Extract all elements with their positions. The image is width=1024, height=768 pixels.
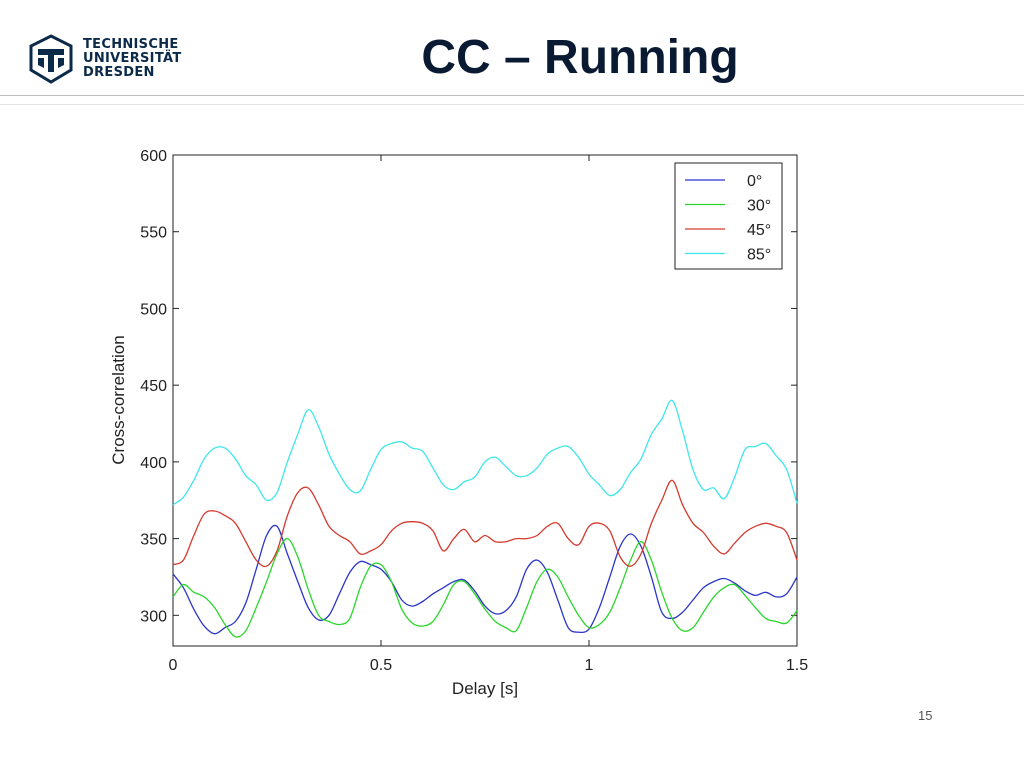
series-line-3 xyxy=(172,399,798,506)
logo-line-1: TECHNISCHE xyxy=(83,37,179,52)
series-line-2 xyxy=(172,479,798,568)
axis-ticks: 0 0.5 1 1.5 300 350 400 450 500 550 600 xyxy=(140,148,808,674)
x-tick-label: 0.5 xyxy=(370,657,392,674)
university-name: TECHNISCHE UNIVERSITÄT DRESDEN xyxy=(83,38,182,80)
header-divider xyxy=(0,95,1024,96)
legend-label-0: 0° xyxy=(747,173,762,190)
university-logo: TECHNISCHE UNIVERSITÄT DRESDEN xyxy=(27,34,182,84)
page-number: 15 xyxy=(918,708,933,723)
header-divider-secondary xyxy=(0,104,1024,105)
legend-box xyxy=(674,162,783,270)
logo-line-3: DRESDEN xyxy=(83,65,155,80)
y-tick-label: 350 xyxy=(140,532,167,549)
x-tick-label: 0 xyxy=(169,657,178,674)
y-tick-label: 600 xyxy=(140,148,167,165)
logo-line-2: UNIVERSITÄT xyxy=(83,51,182,66)
y-tick-label: 400 xyxy=(140,455,167,472)
x-axis-label: Delay [s] xyxy=(452,679,518,698)
series-line-0 xyxy=(172,524,798,635)
y-tick-label: 300 xyxy=(140,608,167,625)
y-tick-label: 550 xyxy=(140,225,167,242)
y-tick-label: 450 xyxy=(140,378,167,395)
legend: 0° 30° 45° 85° xyxy=(674,162,783,270)
legend-label-2: 45° xyxy=(747,222,771,239)
series-lines xyxy=(172,399,798,638)
y-tick-label: 500 xyxy=(140,301,167,318)
tu-dresden-logo-icon xyxy=(29,34,73,84)
legend-label-1: 30° xyxy=(747,198,771,215)
slide-title: CC – Running xyxy=(421,31,739,84)
x-tick-label: 1 xyxy=(585,657,594,674)
legend-label-3: 85° xyxy=(747,247,771,264)
y-axis-label: Cross-correlation xyxy=(109,335,128,464)
series-line-1 xyxy=(172,537,798,638)
x-tick-label: 1.5 xyxy=(786,657,808,674)
